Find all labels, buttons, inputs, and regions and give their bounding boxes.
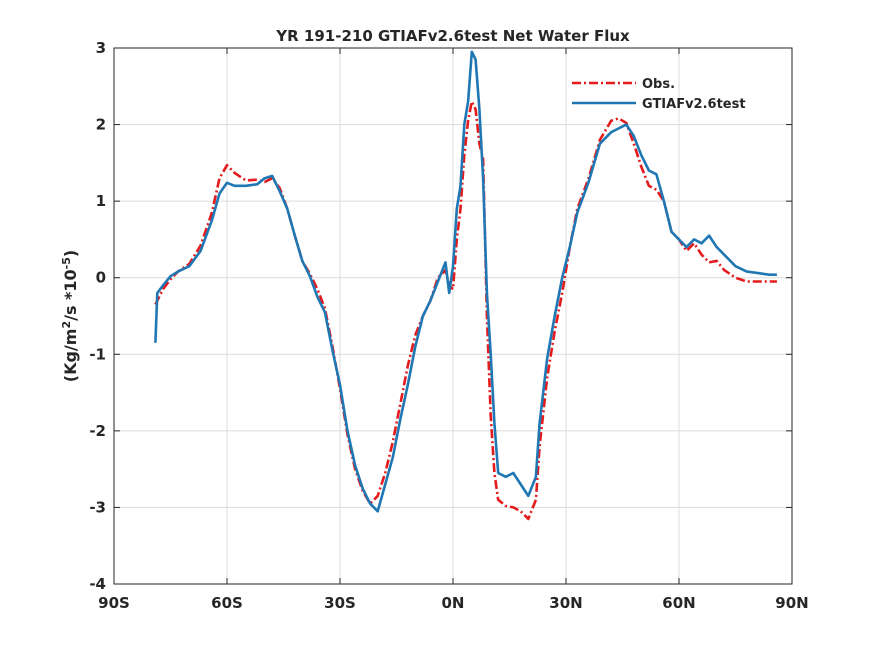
y-tick-label: -1 <box>89 345 106 363</box>
axis-ticks: 90S 60S 30S 0N 30N 60N 90N -4 -3 -2 -1 0 1 2 3 <box>89 39 808 612</box>
y-tick-label: -3 <box>89 498 106 516</box>
y-label-sup1: 2 <box>60 321 73 329</box>
y-label-prefix: (Kg/m <box>61 329 80 383</box>
y-tick-label: 2 <box>96 116 106 134</box>
x-tick-label: 60N <box>662 594 695 612</box>
series-line-obs <box>154 100 777 521</box>
y-tick-label: -4 <box>89 575 106 593</box>
legend-label-obs: Obs. <box>642 77 675 92</box>
x-tick-label: 30N <box>549 594 582 612</box>
series-line-model <box>154 50 777 513</box>
chart-title: YR 191-210 GTIAFv2.6test Net Water Flux <box>275 27 630 45</box>
data-series <box>154 50 777 521</box>
x-tick-label: 0N <box>442 594 465 612</box>
legend: Obs. GTIAFv2.6test <box>572 77 746 112</box>
y-tick-label: -2 <box>89 422 106 440</box>
legend-label-model: GTIAFv2.6test <box>642 97 746 112</box>
y-tick-label: 3 <box>96 39 106 57</box>
x-tick-label: 90S <box>98 594 130 612</box>
y-tick-label: 1 <box>96 192 106 210</box>
y-label-middle: /s *10 <box>61 269 80 321</box>
y-tick-label: 0 <box>96 269 106 287</box>
x-tick-label: 60S <box>211 594 243 612</box>
y-axis-label: (Kg/m2/s *10-5) <box>60 250 81 382</box>
x-tick-label: 30S <box>324 594 356 612</box>
x-tick-label: 90N <box>775 594 808 612</box>
y-label-sup2: -5 <box>60 257 73 269</box>
y-label-suffix: ) <box>61 250 80 257</box>
